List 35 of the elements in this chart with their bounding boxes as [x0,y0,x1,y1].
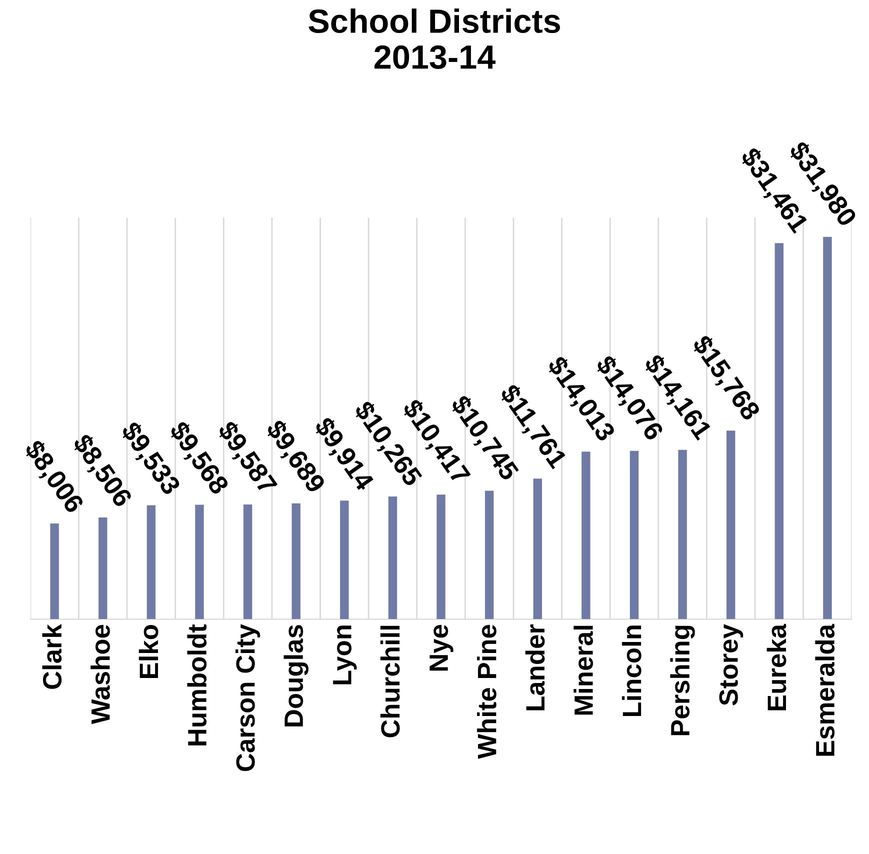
bar [823,236,832,620]
x-tick-label: Esmeralda [815,624,835,756]
bar [98,517,108,620]
bar [630,450,639,620]
bar [533,478,542,620]
x-tick-label: Washoe [90,624,110,724]
bar [50,523,59,620]
x-tick-label: Churchill [380,626,400,738]
bar [340,500,349,620]
chart-title: School Districts 2013-14 [308,8,560,69]
bar [195,504,204,620]
x-tick-label: Elko [138,625,158,678]
x-tick-label: Pershing [670,626,695,736]
x-tick-label: Douglas [284,625,308,726]
x-tick-label: Lander [525,624,545,710]
x-tick-label: Nye [430,624,454,671]
bar [243,504,252,620]
x-tick-label: Clark [42,624,62,689]
bar [436,494,446,620]
bar [678,450,687,620]
x-tick-label: Lincoln [622,626,642,716]
x-tick-label: Carson City [235,624,260,772]
x-tick-label: Eureka [766,624,786,710]
x-tick-label: Storey [719,624,744,706]
bar [292,503,300,620]
x-tick-label: Humboldt [187,624,207,746]
bar [484,490,494,620]
x-tick-label: White Pine [477,624,496,759]
bar [388,496,398,620]
x-tick-label: Lyon [333,626,357,684]
bar [582,452,590,620]
bar [774,243,784,620]
bar [726,430,736,620]
x-tick-label: Mineral [574,626,594,715]
bar [146,505,156,620]
